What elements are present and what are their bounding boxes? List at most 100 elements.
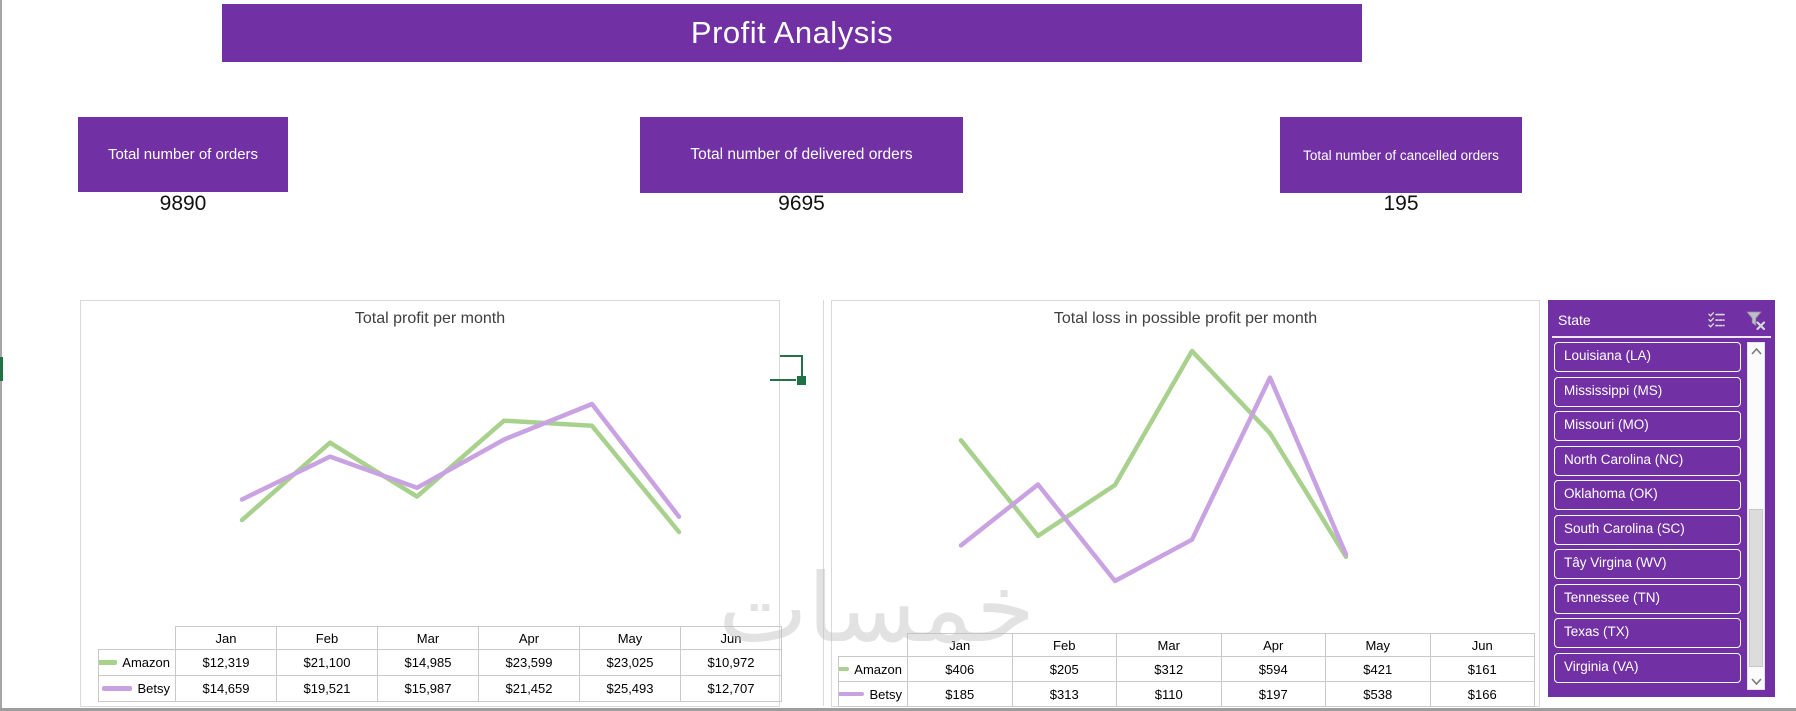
page-title: Profit Analysis	[690, 15, 894, 50]
slicer-item-north-carolina-nc[interactable]: North Carolina (NC)	[1554, 445, 1741, 476]
slicer-item-list: Louisiana (LA) Mississippi (MS) Missouri (…	[1554, 342, 1741, 687]
chart-title: Total profit per month	[354, 310, 506, 327]
table-value-cell: $21,100	[277, 650, 378, 676]
legend-key-amazon: Amazon	[838, 657, 908, 682]
slicer-item-missouri-mo[interactable]: Missouri (MO)	[1554, 411, 1741, 441]
sheet-gridline	[823, 300, 824, 706]
table-value-cell: $21,452	[479, 676, 580, 702]
series-line-betsy	[958, 375, 1349, 584]
slicer-item-mississippi-ms[interactable]: Mississippi (MS)	[1554, 376, 1741, 407]
slicer-item-t-y-virgina-wv[interactable]: Tây Virgina (WV)	[1554, 549, 1741, 579]
slicer-item-virginia-va[interactable]: Virginia (VA)	[1554, 652, 1741, 683]
clear-filter-icon[interactable]	[1743, 308, 1767, 332]
month-header-cell: Feb	[277, 626, 378, 650]
table-header-row: Jan Feb Mar Apr May Jun	[98, 626, 782, 650]
scroll-down-button[interactable]	[1748, 673, 1764, 689]
slicer-title: State	[1558, 312, 1591, 328]
kpi-value-delivered-orders: 9695	[778, 192, 825, 215]
state-slicer: State Louisiana (LA) Mis	[1548, 300, 1775, 697]
series-line-betsy	[239, 401, 682, 519]
selected-cell-border	[801, 355, 803, 380]
series-name: Amazon	[122, 654, 170, 670]
series-name: Amazon	[854, 661, 902, 677]
chart-title: Total loss in possible profit per month	[1053, 310, 1318, 327]
kpi-card-total-orders: Total number of orders	[78, 117, 288, 192]
data-table: Jan Feb Mar Apr May Jun Amazon $406 $205 $312 $594…	[838, 633, 1535, 707]
series-name: Betsy	[869, 686, 902, 702]
kpi-label: Total number of orders	[107, 146, 259, 163]
title-banner: Profit Analysis	[222, 4, 1362, 62]
chart-total-profit-per-month[interactable]: Total profit per month Jan Feb Mar Apr May Ju…	[80, 300, 782, 707]
series-swatch	[99, 660, 118, 665]
kpi-card-delivered-orders: Total number of delivered orders	[640, 117, 963, 193]
legend-key-betsy: Betsy	[838, 682, 908, 707]
scroll-up-button[interactable]	[1748, 343, 1764, 359]
line-plot	[958, 348, 1349, 584]
slicer-item-oklahoma-ok[interactable]: Oklahoma (OK)	[1554, 480, 1741, 510]
table-value-cell: $161	[1430, 657, 1535, 682]
table-value-cell: $23,599	[479, 650, 580, 676]
slicer-item-texas-tx[interactable]: Texas (TX)	[1554, 618, 1741, 648]
table-value-cell: $312	[1117, 657, 1222, 682]
month-header-cell: Mar	[1117, 633, 1222, 657]
table-value-cell: $421	[1326, 657, 1431, 682]
kpi-label: Total number of cancelled orders	[1303, 147, 1499, 163]
series-line-amazon	[239, 418, 682, 535]
month-header-cell: Apr	[1221, 633, 1326, 657]
table-row-amazon: Amazon $12,319 $21,100 $14,985 $23,599 $23,02…	[98, 650, 782, 676]
table-value-cell: $185	[908, 682, 1013, 707]
table-value-cell: $538	[1326, 682, 1431, 707]
chart-total-loss-per-month[interactable]: Total loss in possible profit per month …	[831, 300, 1540, 707]
series-swatch	[102, 686, 133, 691]
table-value-cell: $14,985	[378, 650, 479, 676]
scrollbar-thumb[interactable]	[1749, 509, 1763, 667]
window-bottom-edge	[0, 708, 1796, 711]
table-value-cell: $166	[1430, 682, 1535, 707]
table-row-betsy: Betsy $14,659 $19,521 $15,987 $21,452 $25,493…	[98, 676, 782, 702]
table-value-cell: $110	[1117, 682, 1222, 707]
month-header-cell: Jun	[1430, 633, 1535, 657]
slicer-item-tennessee-tn[interactable]: Tennessee (TN)	[1554, 583, 1741, 614]
slicer-scrollbar[interactable]	[1747, 342, 1765, 690]
row-selection-indicator	[0, 357, 3, 381]
table-corner-cell	[838, 633, 908, 657]
table-corner-cell	[98, 626, 176, 650]
table-value-cell: $10,972	[681, 650, 782, 676]
table-header-row: Jan Feb Mar Apr May Jun	[838, 633, 1535, 657]
legend-key-amazon: Amazon	[98, 650, 176, 676]
line-plot	[239, 401, 682, 535]
fill-handle[interactable]	[797, 376, 806, 385]
table-value-cell: $197	[1221, 682, 1326, 707]
table-value-cell: $406	[908, 657, 1013, 682]
table-row-betsy: Betsy $185 $313 $110 $197 $538 $166	[838, 682, 1535, 707]
table-value-cell: $12,707	[681, 676, 782, 702]
table-value-cell: $205	[1012, 657, 1117, 682]
series-name: Betsy	[137, 680, 170, 696]
table-value-cell: $313	[1012, 682, 1117, 707]
table-value-cell: $594	[1221, 657, 1326, 682]
multi-select-icon[interactable]	[1705, 308, 1729, 332]
sheet-left-border	[0, 0, 2, 711]
month-header-cell: Feb	[1012, 633, 1117, 657]
series-line-amazon	[958, 348, 1349, 560]
table-value-cell: $19,521	[277, 676, 378, 702]
slicer-divider	[1552, 336, 1771, 338]
kpi-value-total-orders: 9890	[159, 192, 207, 215]
table-row-amazon: Amazon $406 $205 $312 $594 $421 $161	[838, 657, 1535, 682]
table-value-cell: $15,987	[378, 676, 479, 702]
month-header-cell: Mar	[378, 626, 479, 650]
selected-cell-border	[780, 355, 803, 357]
month-header-cell: Apr	[479, 626, 580, 650]
slicer-item-south-carolina-sc[interactable]: South Carolina (SC)	[1554, 514, 1741, 545]
kpi-card-cancelled-orders: Total number of cancelled orders	[1280, 117, 1522, 193]
table-value-cell: $14,659	[176, 676, 277, 702]
slicer-item-louisiana-la[interactable]: Louisiana (LA)	[1554, 342, 1741, 372]
selected-cell-border	[770, 379, 796, 381]
table-value-cell: $25,493	[580, 676, 681, 702]
month-header-cell: Jan	[908, 633, 1013, 657]
kpi-value-cancelled-orders: 195	[1383, 192, 1419, 215]
month-header-cell: May	[580, 626, 681, 650]
month-header-cell: Jun	[681, 626, 782, 650]
table-value-cell: $12,319	[176, 650, 277, 676]
